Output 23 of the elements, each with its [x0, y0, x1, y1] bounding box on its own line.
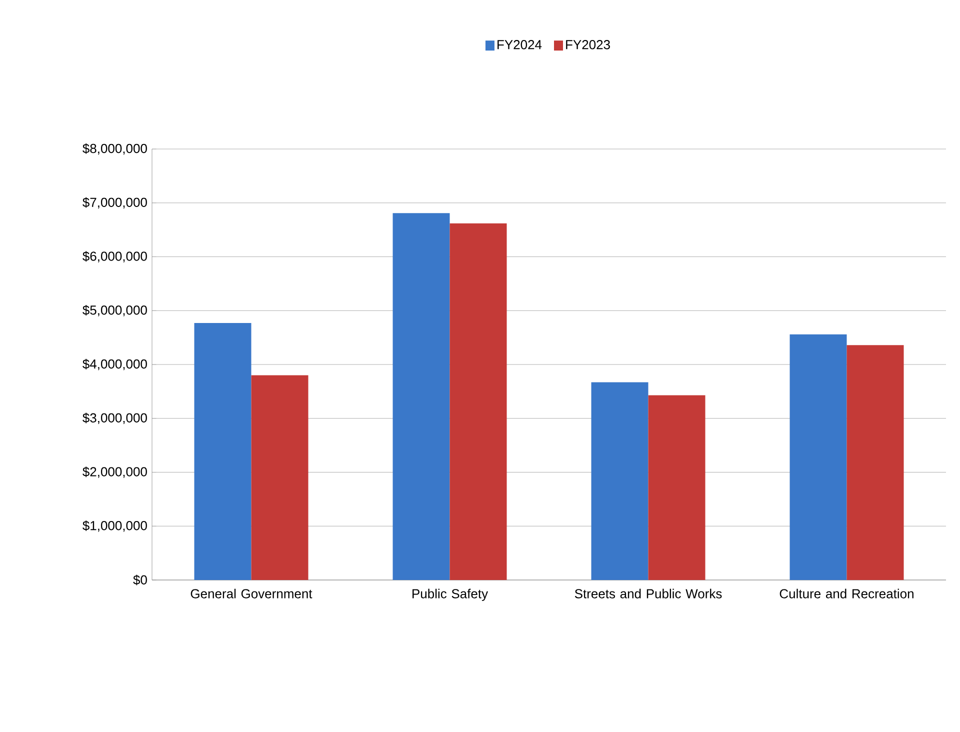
bar	[846, 345, 904, 580]
bar	[251, 375, 308, 580]
legend-label: FY2023	[566, 40, 610, 50]
bar	[591, 382, 648, 580]
y-tick-label: $6,000,000	[82, 251, 147, 262]
y-tick-label: $3,000,000	[82, 412, 147, 424]
bar	[194, 323, 252, 580]
x-tick-label: General Government	[190, 588, 312, 598]
bar	[648, 395, 706, 580]
bar	[450, 223, 507, 580]
y-tick-label: $8,000,000	[82, 143, 147, 155]
x-tick-label: Streets and Public Works	[574, 588, 722, 598]
y-tick-label: $1,000,000	[82, 520, 147, 532]
y-tick-label: $4,000,000	[82, 358, 147, 370]
bar	[392, 213, 450, 580]
legend-label: FY2024	[498, 40, 542, 50]
x-tick-label: Culture and Recreation	[780, 588, 914, 598]
y-tick-label: $2,000,000	[82, 466, 147, 478]
y-tick-label: $5,000,000	[82, 304, 147, 316]
y-tick-label: $0	[133, 574, 147, 586]
y-tick-label: $7,000,000	[82, 197, 147, 209]
bar	[790, 334, 847, 580]
x-tick-label: Public Safety	[412, 588, 488, 601]
